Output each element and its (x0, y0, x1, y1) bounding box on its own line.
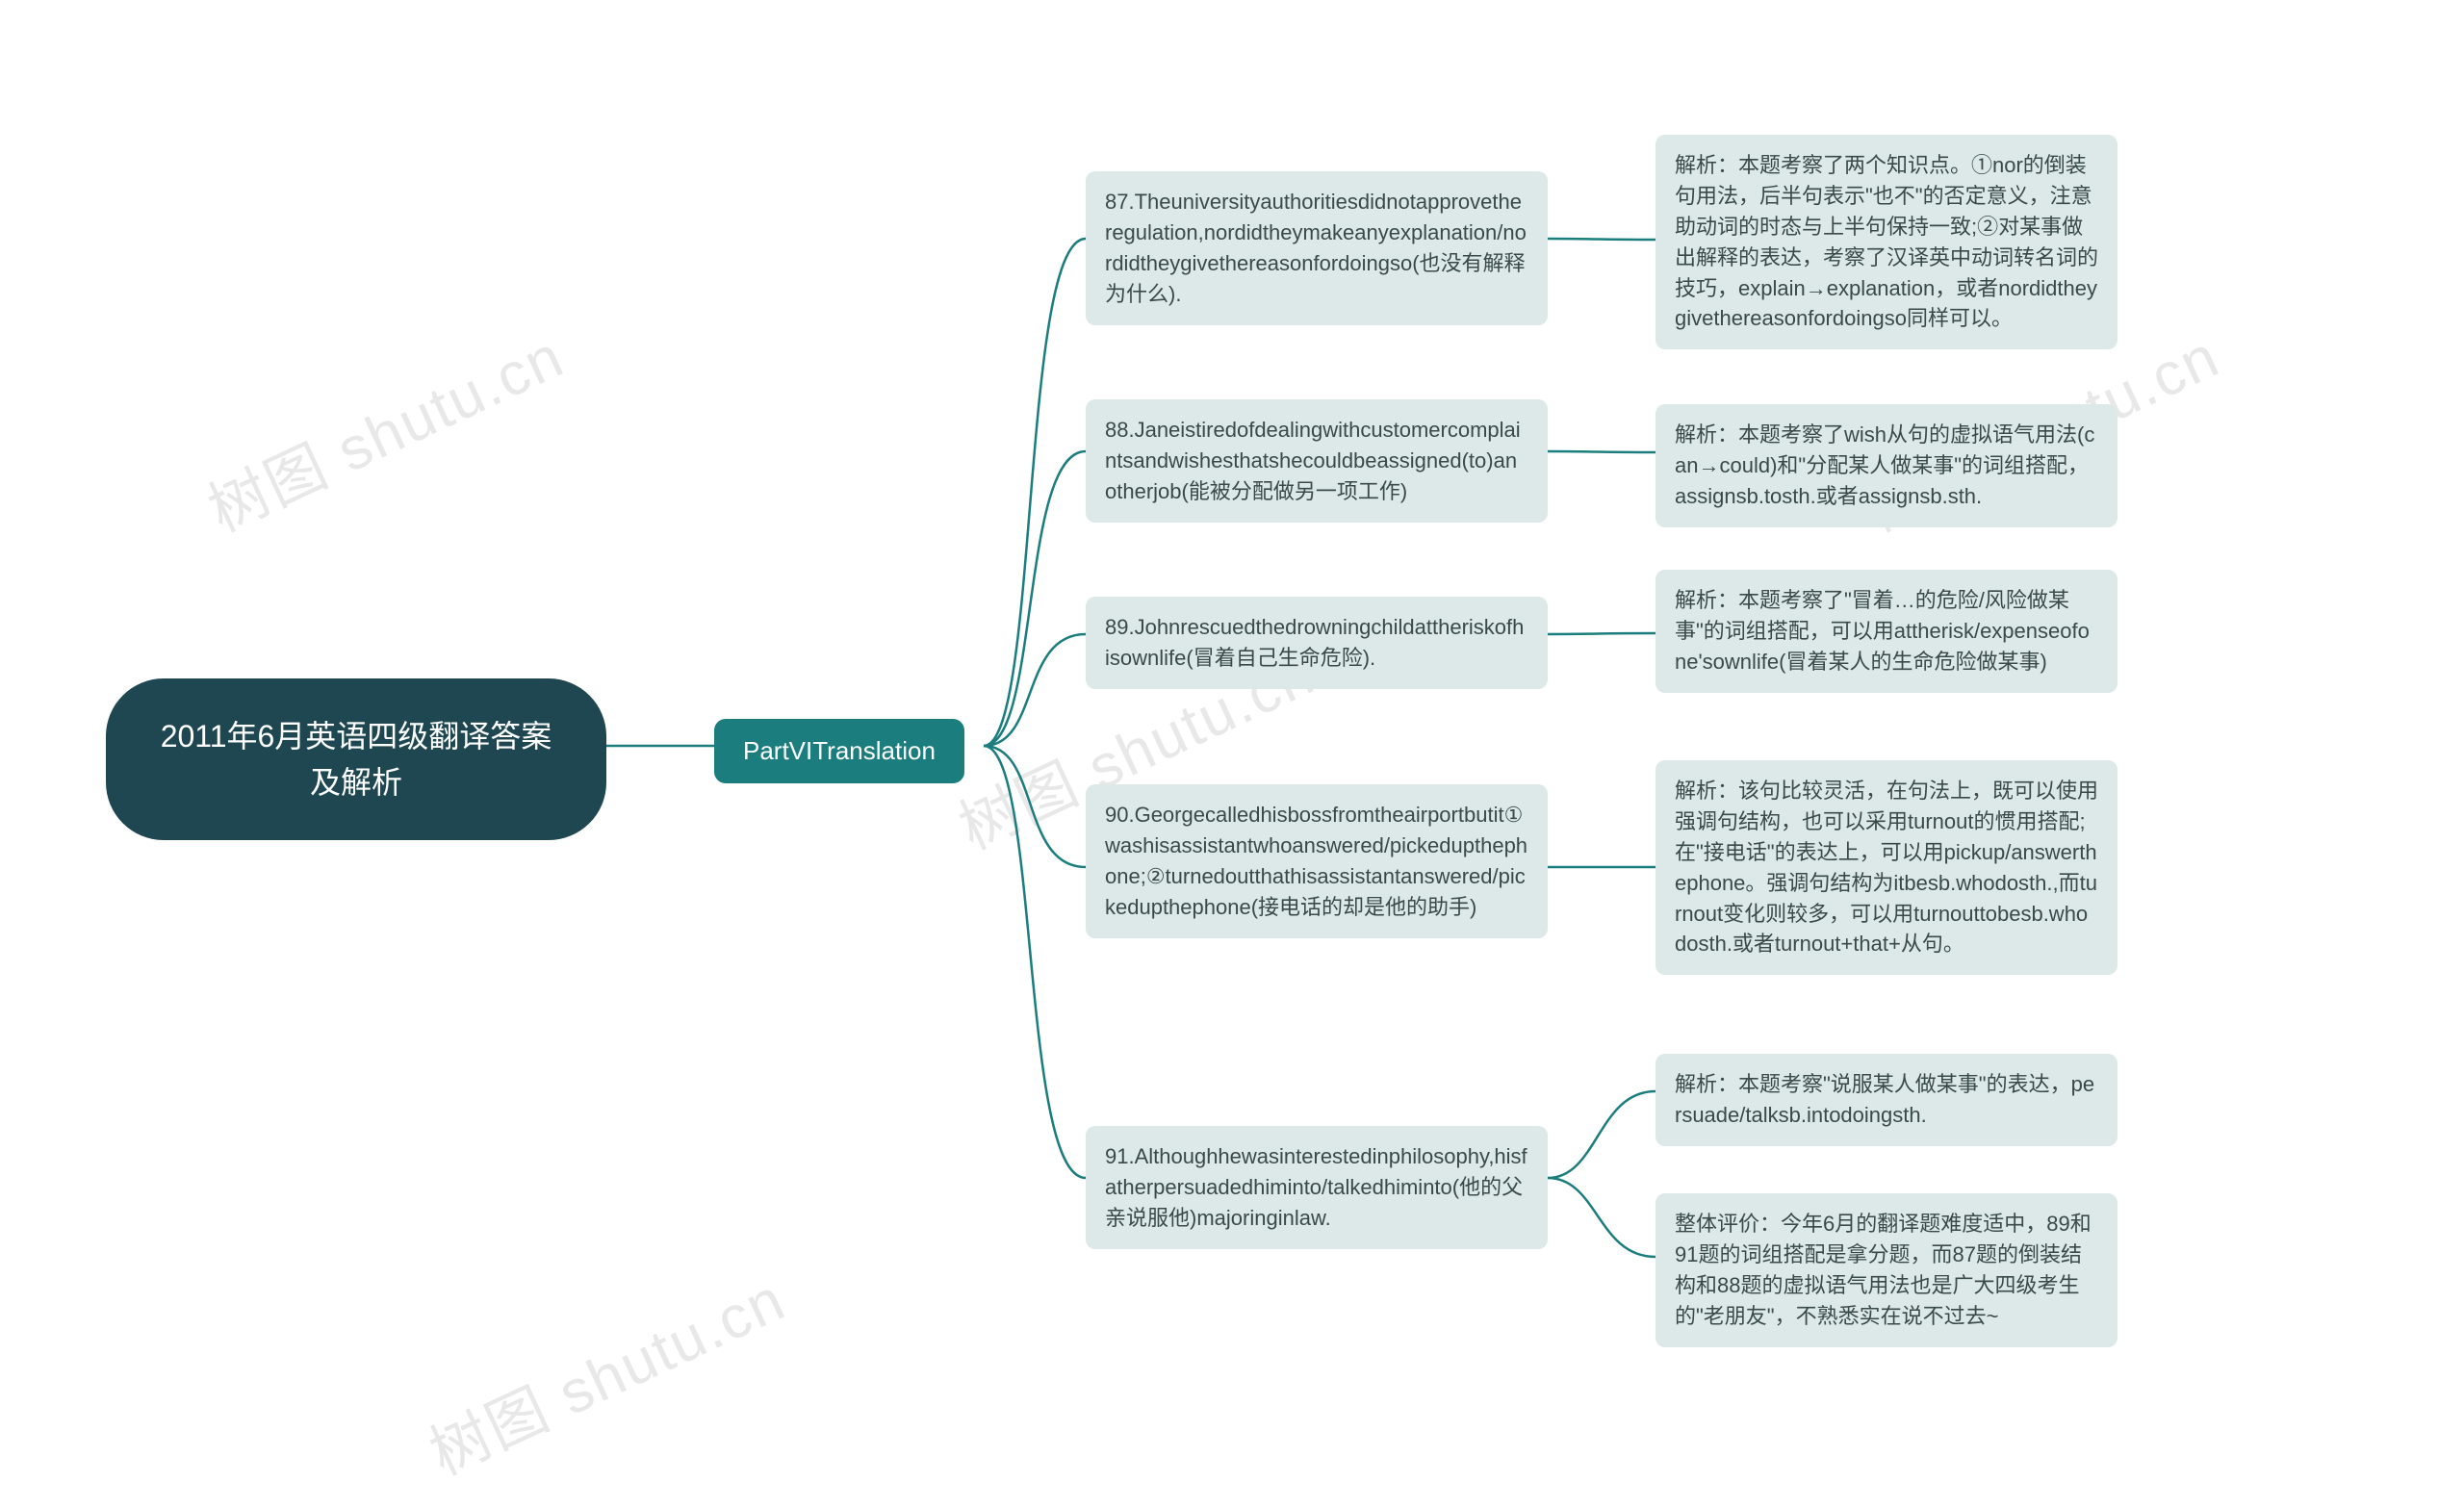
analysis-87-node[interactable]: 解析：本题考察了两个知识点。①nor的倒装句用法，后半句表示"也不"的否定意义，… (1656, 135, 2118, 349)
question-87-node[interactable]: 87.Theuniversityauthoritiesdidnotapprove… (1086, 171, 1548, 325)
question-88-node[interactable]: 88.Janeistiredofdealingwithcustomercompl… (1086, 399, 1548, 523)
connector-edge (984, 746, 1086, 867)
analysis-91b-node[interactable]: 整体评价：今年6月的翻译题难度适中，89和91题的词组搭配是拿分题，而87题的倒… (1656, 1193, 2118, 1347)
watermark: 树图 shutu.cn (192, 308, 576, 549)
connector-edge (1548, 1178, 1656, 1257)
connector-edge (1548, 1091, 1656, 1178)
mindmap-canvas: 树图 shutu.cn 树图 shutu.cn 树图 shutu.cn 树图 s… (0, 0, 2464, 1508)
connector-edge (984, 451, 1086, 746)
analysis-89-node[interactable]: 解析：本题考察了"冒着…的危险/风险做某事"的词组搭配，可以用attherisk… (1656, 570, 2118, 693)
connector-edge (984, 634, 1086, 746)
watermark: 树图 shutu.cn (414, 1251, 797, 1492)
question-89-node[interactable]: 89.Johnrescuedthedrowningchildattherisko… (1086, 597, 1548, 689)
connector-edge (1548, 239, 1656, 240)
analysis-88-node[interactable]: 解析：本题考察了wish从句的虚拟语气用法(can→could)和"分配某人做某… (1656, 404, 2118, 527)
analysis-91a-node[interactable]: 解析：本题考察"说服某人做某事"的表达，persuade/talksb.into… (1656, 1054, 2118, 1146)
question-91-node[interactable]: 91.Althoughhewasinterestedinphilosophy,h… (1086, 1126, 1548, 1249)
root-node[interactable]: 2011年6月英语四级翻译答案及解析 (106, 678, 606, 840)
question-90-node[interactable]: 90.Georgecalledhisbossfromtheairportbuti… (1086, 784, 1548, 938)
connector-edge (1548, 451, 1656, 452)
connector-edge (984, 239, 1086, 746)
connector-edge (1548, 633, 1656, 634)
level1-node[interactable]: PartVITranslation (714, 719, 964, 783)
analysis-90-node[interactable]: 解析：该句比较灵活，在句法上，既可以使用强调句结构，也可以采用turnout的惯… (1656, 760, 2118, 975)
connector-edge (984, 746, 1086, 1178)
